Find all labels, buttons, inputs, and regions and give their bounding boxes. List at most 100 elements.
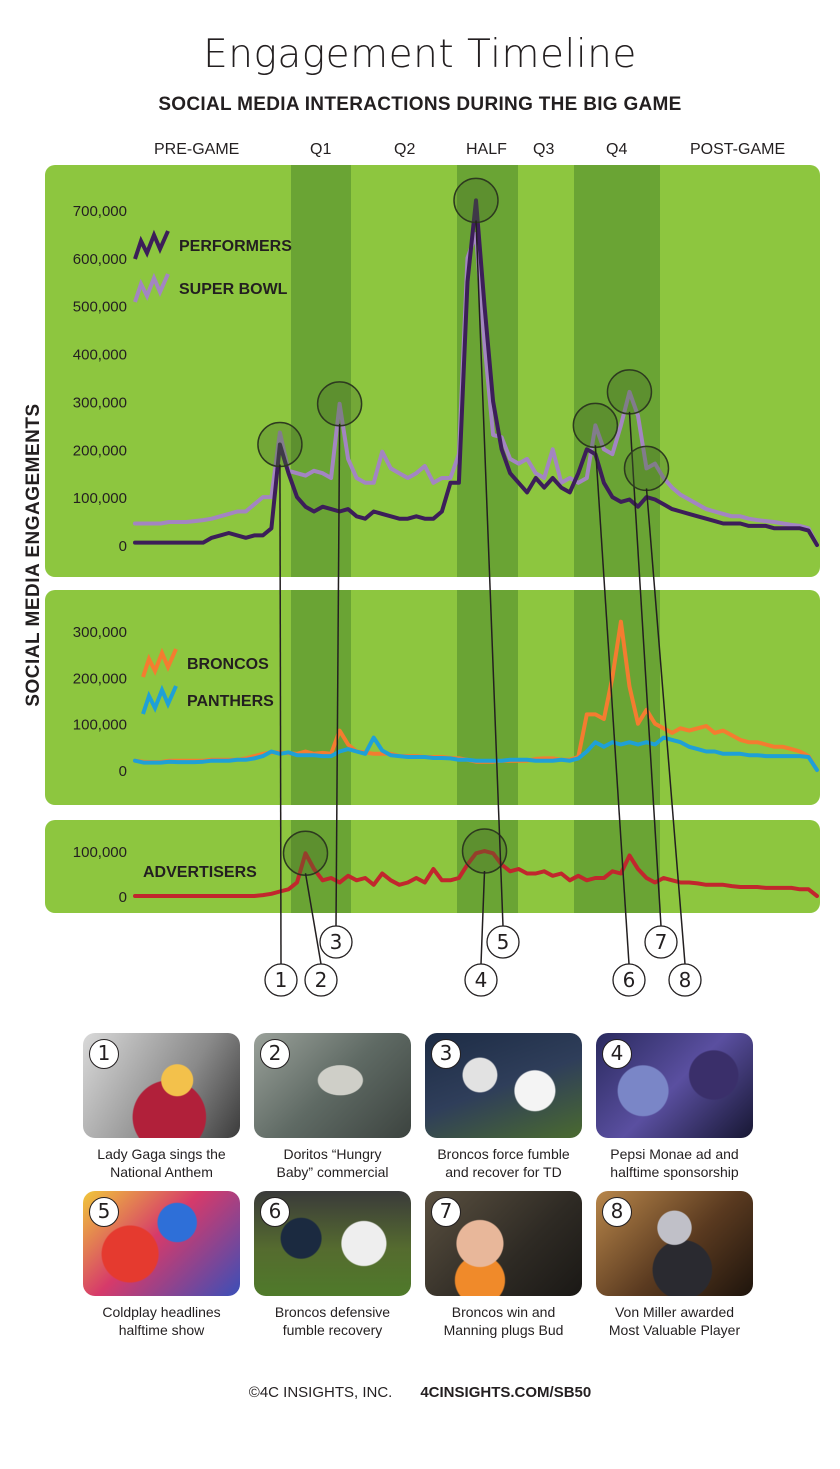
y-tick-label: 0 [119,889,127,906]
callout-leader-line [304,873,322,965]
moment-caption: Broncos defensive fumble recovery [244,1303,421,1339]
y-tick-label: 300,000 [73,624,127,641]
moment-caption: Broncos win and Manning plugs Bud [415,1303,592,1339]
y-tick-label: 0 [119,763,127,780]
caption-line-2: Manning plugs Bud [443,1322,564,1338]
y-tick-label: 100,000 [73,490,127,507]
moment-number-badge: 3 [431,1039,461,1069]
caption-line-1: Von Miller awarded [614,1304,735,1320]
series-line-performers [133,198,819,547]
callout-number-circle [264,963,298,997]
callout-number: 7 [655,930,668,954]
caption-line-1: Lady Gaga sings the [97,1146,226,1162]
callout-leader-line [594,445,630,965]
y-tick-label: 700,000 [73,203,127,220]
legend-swatch [141,647,178,678]
y-tick-label: 600,000 [73,251,127,268]
phase-label-half: HALF [466,141,507,158]
moment-number-badge: 4 [602,1039,632,1069]
callout-number: 5 [497,930,510,954]
legend-swatch [133,272,170,303]
legend-swatch [141,684,178,715]
callout-number: 6 [623,968,636,992]
legend-label: PANTHERS [187,693,274,710]
phase-label-pregame: PRE-GAME [154,141,240,158]
y-tick-label: 300,000 [73,394,127,411]
series-line-advertisers [133,849,819,898]
callout-highlight-circle [606,369,653,415]
y-axis-label: SOCIAL MEDIA ENGAGEMENTS [23,403,44,707]
moment-caption: Von Miller awarded Most Valuable Player [586,1303,763,1339]
engagement-chart: 0 100,000 200,000 300,000 400,000 500,000 600,… [45,165,820,997]
footer-copyright: ©4C INSIGHTS, INC. [248,1384,393,1401]
callout-leader-line [645,488,686,965]
moment-number-badge: 8 [602,1197,632,1227]
moment-number-badge: 7 [431,1197,461,1227]
q1-band [291,590,351,805]
half-band [457,590,518,805]
phase-label-q1: Q1 [310,141,332,158]
legend-label: ADVERTISERS [143,864,257,881]
callout-number: 8 [679,968,692,992]
callout-leader-line [480,870,486,965]
callout-highlight-circle [257,421,303,468]
caption-line-1: Broncos defensive [274,1304,391,1320]
callout-leader-line [279,464,282,965]
q1-band [291,165,351,577]
footer-url[interactable]: 4CINSIGHTS.COM/SB50 [420,1384,592,1401]
caption-line-1: Doritos “Hungry [283,1146,382,1162]
caption-line-2: Most Valuable Player [608,1322,741,1338]
callout-highlight-circle [316,381,363,427]
callout-number-circle [644,925,678,959]
moment-caption: Broncos force fumble and recover for TD [415,1145,592,1181]
moment-caption: Coldplay headlines halftime show [73,1303,250,1339]
y-tick-label: 100,000 [73,844,127,861]
caption-line-2: halftime show [118,1322,205,1338]
moment-number-badge: 1 [89,1039,119,1069]
callout-highlight-circle [282,830,329,876]
q4-band [574,820,660,913]
caption-line-1: Broncos win and [451,1304,556,1320]
callout-number: 3 [330,930,343,954]
moment-caption: Pepsi Monae ad and halftime sponsorship [586,1145,763,1181]
callout-leader-line [335,423,341,927]
y-tick-label: 500,000 [73,299,127,316]
phase-label-q2: Q2 [394,141,416,158]
callout-number-circle [304,963,338,997]
callout-leader-line [475,220,504,927]
phase-label-postgame: POST-GAME [690,141,786,158]
callout-number: 1 [275,968,288,992]
callout-leader-line [628,411,662,927]
caption-line-2: Baby” commercial [276,1164,389,1180]
page-title: Engagement Timeline [203,32,637,77]
callout-number-circle [319,925,353,959]
broncos-panthers-panel [45,590,820,805]
moment-caption: Doritos “Hungry Baby” commercial [244,1145,421,1181]
callout-number: 2 [315,968,328,992]
page-subtitle: SOCIAL MEDIA INTERACTIONS DURING THE BIG… [158,94,682,115]
caption-line-2: National Anthem [110,1164,213,1180]
caption-line-2: fumble recovery [282,1322,383,1338]
performers-superbowl-panel [45,165,820,577]
caption-line-1: Broncos force fumble [437,1146,570,1162]
caption-line-1: Pepsi Monae ad and [610,1146,739,1162]
phase-label-q3: Q3 [533,141,555,158]
y-tick-label: 100,000 [73,717,127,734]
y-tick-label: 200,000 [73,442,127,459]
callout-number-circle [486,925,520,959]
legend-swatch [133,229,170,260]
callout-highlight-circle [572,402,619,449]
panel-background [45,165,820,577]
caption-line-1: Coldplay headlines [102,1304,221,1320]
caption-line-2: and recover for TD [445,1164,562,1180]
moment-number-badge: 2 [260,1039,290,1069]
callout-number-circle [668,963,702,997]
moment-caption: Lady Gaga sings the National Anthem [73,1145,250,1181]
legend-label: PERFORMERS [179,238,292,255]
y-tick-label: 400,000 [73,347,127,364]
moment-number-badge: 5 [89,1197,119,1227]
callout-number: 4 [475,968,488,992]
callout-highlight-circle [623,445,670,492]
series-line-panthers [133,735,819,772]
callout-number-circle [612,963,646,997]
